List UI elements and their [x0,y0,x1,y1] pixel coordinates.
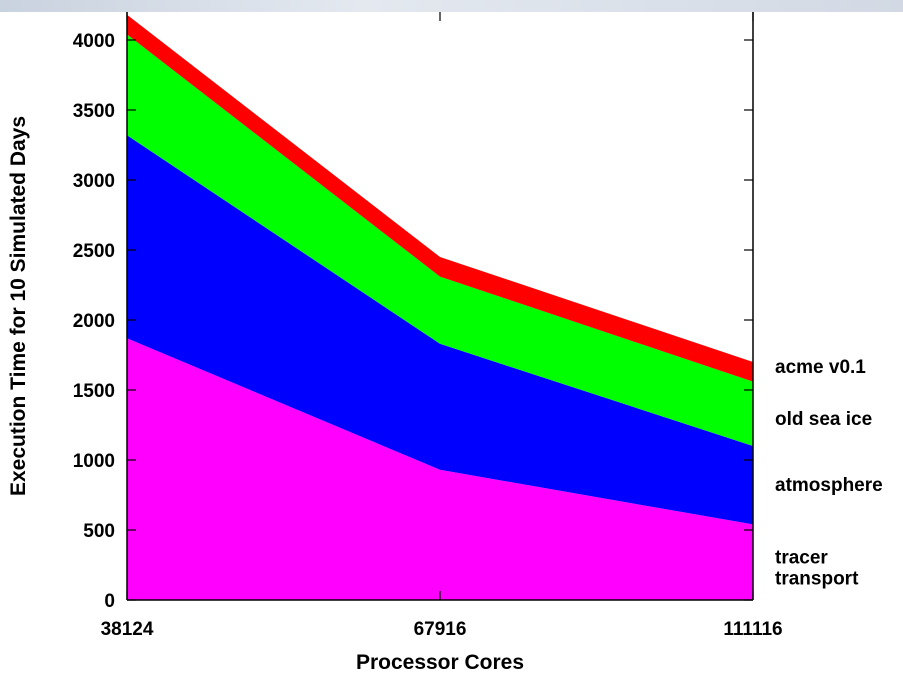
legend-label: acme v0.1 [775,357,866,378]
y-tick-label: 4000 [73,31,115,52]
area-old-sea-ice [127,34,753,447]
legend-label: transport [775,569,859,590]
x-tick-label: 111116 [723,619,782,640]
legend-label: tracer [775,548,828,569]
header-band [0,0,903,12]
x-tick-label: 67916 [414,619,467,640]
area-atmosphere [127,135,753,525]
legend-label: atmosphere [775,475,883,496]
y-tick-label: 1000 [73,451,115,472]
area-acme-v0-1 [127,14,753,382]
y-axis-title: Execution Time for 10 Simulated Days [7,116,30,496]
x-axis-title: Processor Cores [356,651,524,673]
legend-label: old sea ice [775,409,872,430]
y-tick-label: 0 [104,591,115,612]
x-tick-label: 38124 [101,619,154,640]
y-tick-label: 3500 [73,101,115,122]
y-tick-label: 500 [83,521,115,542]
area-tracer-transport [127,338,753,600]
y-tick-label: 2000 [73,311,115,332]
y-tick-label: 3000 [73,171,115,192]
y-tick-label: 2500 [73,241,115,262]
y-tick-label: 1500 [73,381,115,402]
